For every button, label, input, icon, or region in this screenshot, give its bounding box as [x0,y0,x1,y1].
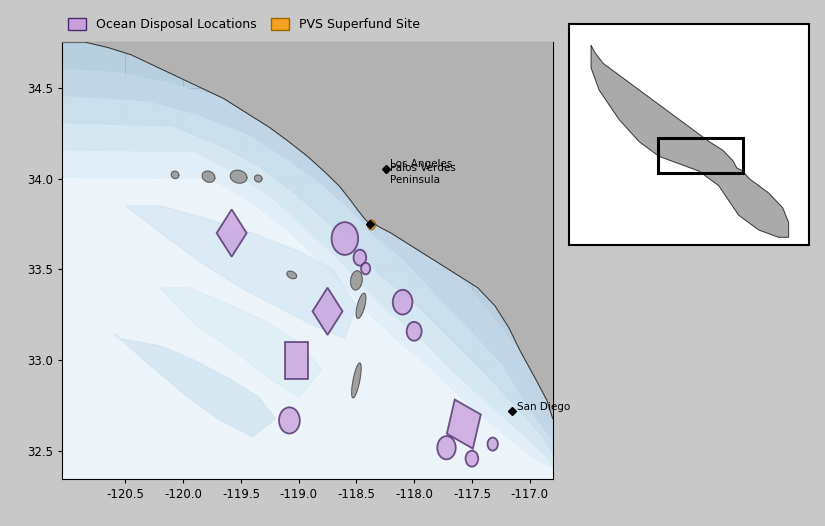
Polygon shape [62,97,553,479]
Ellipse shape [437,436,455,459]
Polygon shape [447,400,481,449]
Ellipse shape [332,222,358,255]
Polygon shape [62,69,553,479]
Text: San Diego: San Diego [517,401,570,411]
Polygon shape [592,46,789,237]
Polygon shape [217,209,247,257]
Ellipse shape [488,438,498,451]
Polygon shape [62,178,553,479]
Polygon shape [351,363,361,398]
Polygon shape [114,333,276,437]
Polygon shape [62,42,553,419]
Polygon shape [254,175,262,182]
Polygon shape [230,170,247,183]
Polygon shape [356,294,365,318]
Polygon shape [351,271,362,290]
Legend: Ocean Disposal Locations, PVS Superfund Site: Ocean Disposal Locations, PVS Superfund … [68,18,420,32]
Polygon shape [202,171,214,183]
Ellipse shape [361,262,370,275]
Ellipse shape [353,250,366,266]
Bar [658,138,742,173]
Polygon shape [160,288,322,397]
Ellipse shape [465,451,478,467]
Polygon shape [62,151,553,479]
Ellipse shape [279,407,299,433]
Polygon shape [172,171,179,178]
Polygon shape [125,206,356,339]
Ellipse shape [393,290,412,315]
Polygon shape [62,42,553,479]
Polygon shape [287,271,296,279]
Polygon shape [313,288,342,335]
Text: Los Angeles: Los Angeles [390,159,452,169]
Ellipse shape [367,220,375,230]
Text: Palos Verdes
Peninsula: Palos Verdes Peninsula [390,163,455,185]
Polygon shape [62,124,553,479]
Bar [285,342,308,379]
Ellipse shape [407,322,422,341]
